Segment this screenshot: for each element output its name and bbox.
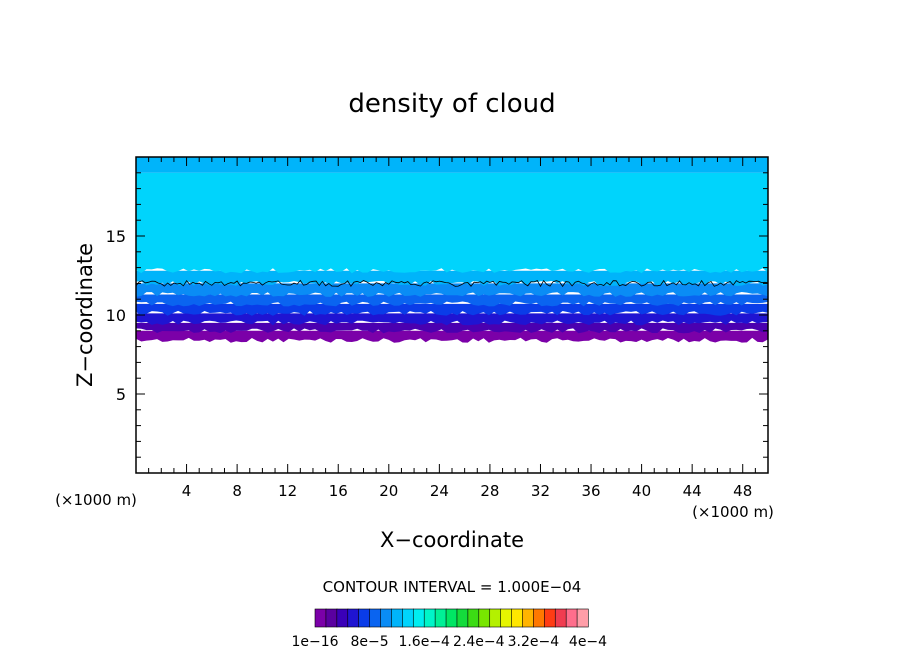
colorbar-tick-label: 4e−4 xyxy=(569,634,607,650)
x-tick-label: 48 xyxy=(733,482,752,500)
colorbar-swatch xyxy=(456,608,469,628)
colorbar-swatch xyxy=(533,608,545,628)
field-band xyxy=(136,313,768,326)
x-tick-label: 16 xyxy=(329,482,348,500)
colorbar-swatch xyxy=(467,608,480,628)
contour-interval-text: CONTOUR INTERVAL = 1.000E−04 xyxy=(323,578,582,596)
y-axis-unit: (×1000 m) xyxy=(55,491,137,509)
field-band xyxy=(136,157,768,173)
colorbar-tick-label: 3.2e−4 xyxy=(508,634,560,650)
y-tick-label: 5 xyxy=(116,385,126,404)
y-axis-ticks: 5 10 15 xyxy=(106,172,768,458)
colorbar-swatch xyxy=(423,608,436,628)
field-band xyxy=(136,283,768,297)
y-axis-label: Z−coordinate xyxy=(73,243,97,387)
field-band xyxy=(136,270,768,286)
colorbar-swatch xyxy=(325,608,338,628)
colorbar-swatch xyxy=(565,608,578,628)
field-band xyxy=(136,303,768,316)
y-tick-label: 15 xyxy=(106,227,126,246)
colorbar-tick-label: 2.4e−4 xyxy=(453,634,505,650)
colorbar-tick-label: 1e−16 xyxy=(291,634,338,650)
x-tick-label: 24 xyxy=(430,482,449,500)
colorbar-swatch xyxy=(336,608,349,628)
colorbar-swatch xyxy=(380,608,393,628)
colorbar-swatch xyxy=(554,608,567,628)
colorbar xyxy=(314,608,589,628)
colorbar-swatch xyxy=(445,608,458,628)
x-axis-label: X−coordinate xyxy=(380,528,524,552)
colorbar-swatch xyxy=(402,608,414,628)
colorbar-swatch xyxy=(369,608,382,628)
colorbar-swatch xyxy=(347,608,360,628)
x-axis-unit: (×1000 m) xyxy=(692,503,774,521)
x-axis-ticks: 4 8 12 16 20 24 28 32 36 40 44 48 xyxy=(148,157,756,500)
x-tick-label: 12 xyxy=(278,482,297,500)
field-band xyxy=(136,322,768,334)
colorbar-swatch xyxy=(391,608,403,628)
colorbar-swatch xyxy=(358,608,371,628)
colorbar-swatch xyxy=(314,608,327,628)
x-tick-label: 32 xyxy=(531,482,550,500)
colorbar-swatch xyxy=(544,608,556,628)
x-tick-label: 40 xyxy=(632,482,651,500)
colorbar-tick-label: 8e−5 xyxy=(351,634,389,650)
colorbar-swatch xyxy=(434,608,447,628)
x-tick-label: 20 xyxy=(379,482,398,500)
colorbar-swatch xyxy=(412,608,425,628)
x-tick-label: 28 xyxy=(480,482,499,500)
colorbar-swatch xyxy=(500,608,513,628)
plot-area xyxy=(135,157,769,343)
contour-line xyxy=(135,279,769,288)
y-tick-label: 10 xyxy=(106,306,126,325)
x-tick-label: 36 xyxy=(581,482,600,500)
colorbar-swatch xyxy=(489,608,502,628)
colorbar-swatch xyxy=(478,608,491,628)
colorbar-swatch xyxy=(522,608,534,628)
x-tick-label: 4 xyxy=(182,482,192,500)
chart-title: density of cloud xyxy=(348,89,555,119)
colorbar-swatch xyxy=(511,608,524,628)
x-tick-label: 8 xyxy=(232,482,242,500)
field-band xyxy=(136,172,768,274)
colorbar-tick-label: 1.6e−4 xyxy=(398,634,450,650)
field-band xyxy=(136,294,768,307)
field-band xyxy=(136,330,768,343)
x-tick-label: 44 xyxy=(683,482,702,500)
colorbar-labels: 1e−16 8e−5 1.6e−4 2.4e−4 3.2e−4 4e−4 xyxy=(291,634,607,650)
colorbar-swatch xyxy=(576,608,589,628)
